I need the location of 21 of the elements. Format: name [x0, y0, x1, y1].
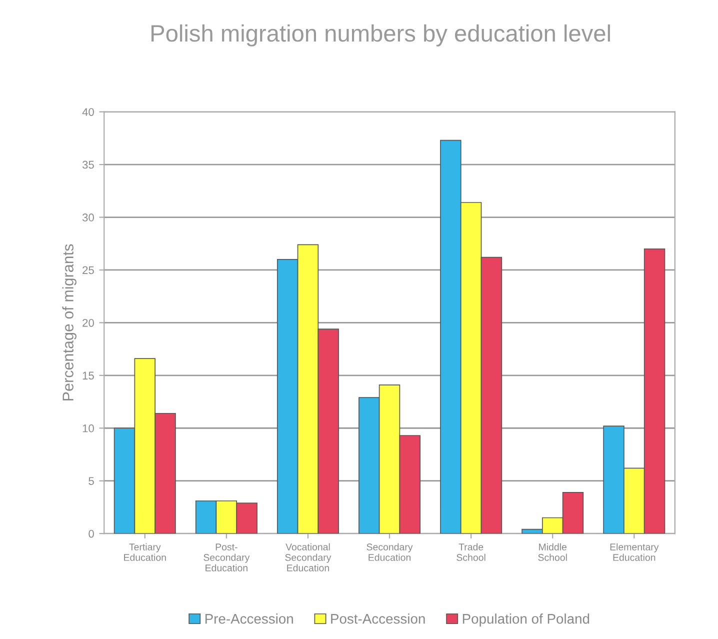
y-tick-label: 15 [82, 372, 94, 380]
x-tick-label: Tertiary Education [124, 543, 166, 561]
x-tick-label: Vocational Secondary Education [285, 543, 332, 572]
x-tick-label: Trade School [456, 543, 486, 561]
x-tick-label: Post- Secondary Education [204, 544, 250, 572]
x-tick-label: Middle School [538, 543, 567, 561]
y-tick-label: 10 [82, 424, 94, 432]
y-tick-label: 35 [82, 160, 94, 169]
y-tick-label: 5 [88, 477, 94, 485]
x-tick-label: Elementary Education [610, 543, 659, 561]
y-axis-title: Percentage of migrants [62, 244, 76, 400]
y-tick-label: 25 [82, 266, 94, 274]
legend-label: Pre-Accession [205, 614, 293, 624]
y-tick-label: 20 [82, 318, 94, 327]
y-tick-label: 0 [88, 530, 94, 538]
y-tick-label: 40 [82, 108, 94, 116]
y-tick-label: 30 [82, 214, 94, 222]
legend-label: Post-Accession [331, 614, 425, 624]
x-tick-label: Secondary Education [366, 543, 413, 561]
legend-label: Population of Poland [462, 614, 590, 626]
chart-title: Polish migration numbers by education level [152, 24, 610, 46]
